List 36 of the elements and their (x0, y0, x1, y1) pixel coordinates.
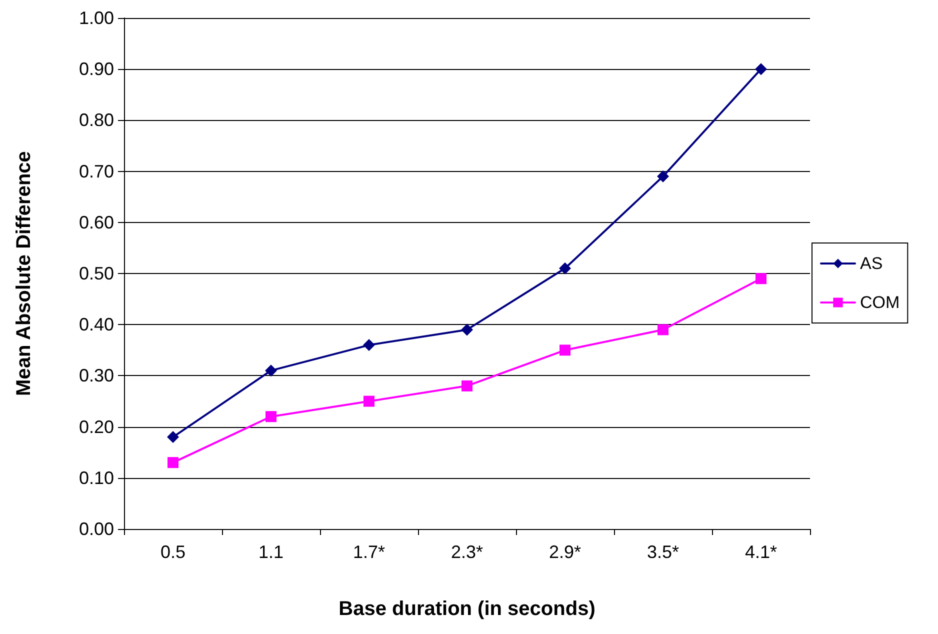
point (265, 364, 277, 377)
x-tick-label: 0.5 (160, 542, 186, 562)
y-tick-label: 0.80 (78, 110, 114, 130)
point (462, 380, 472, 392)
x-axis-title: Base duration (in seconds) (338, 598, 596, 620)
y-tick-label: 0.30 (78, 366, 114, 386)
point (168, 457, 178, 468)
y-tick-label: 0.70 (78, 161, 114, 182)
point (658, 324, 668, 336)
x-tick-label: 1.1 (258, 542, 284, 562)
x-tick-label: 1.7* (352, 542, 386, 562)
y-tick-label: 0.40 (78, 314, 114, 335)
x-tick-label: 3.5* (646, 542, 680, 562)
y-tick-label: 0.20 (78, 416, 114, 437)
x-tick-label: 2.3* (450, 542, 484, 562)
y-tick-label: 0.60 (78, 212, 114, 232)
point (560, 344, 570, 356)
legend-label: COM (860, 293, 900, 312)
y-tick-label: 0.00 (78, 519, 114, 539)
point (755, 63, 767, 76)
point (559, 262, 571, 274)
y-tick-label: 0.90 (78, 59, 114, 80)
y-axis-title: Mean Absolute Difference (13, 151, 35, 396)
point (756, 273, 766, 284)
point (167, 431, 179, 444)
point (657, 170, 669, 182)
point (364, 396, 374, 407)
y-tick-label: 1.00 (78, 8, 114, 28)
y-tick-label: 0.10 (78, 468, 114, 488)
legend-label: AS (860, 254, 883, 273)
x-tick-label: 2.9* (548, 542, 582, 562)
point (461, 324, 473, 336)
x-tick-label: 4.1* (744, 542, 778, 562)
y-tick-label: 0.50 (78, 264, 114, 284)
point (363, 339, 375, 352)
point (266, 411, 276, 422)
